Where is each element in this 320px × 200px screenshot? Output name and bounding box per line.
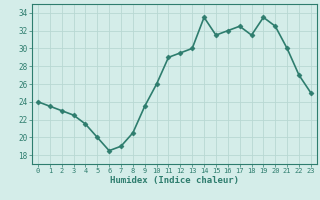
- X-axis label: Humidex (Indice chaleur): Humidex (Indice chaleur): [110, 176, 239, 185]
